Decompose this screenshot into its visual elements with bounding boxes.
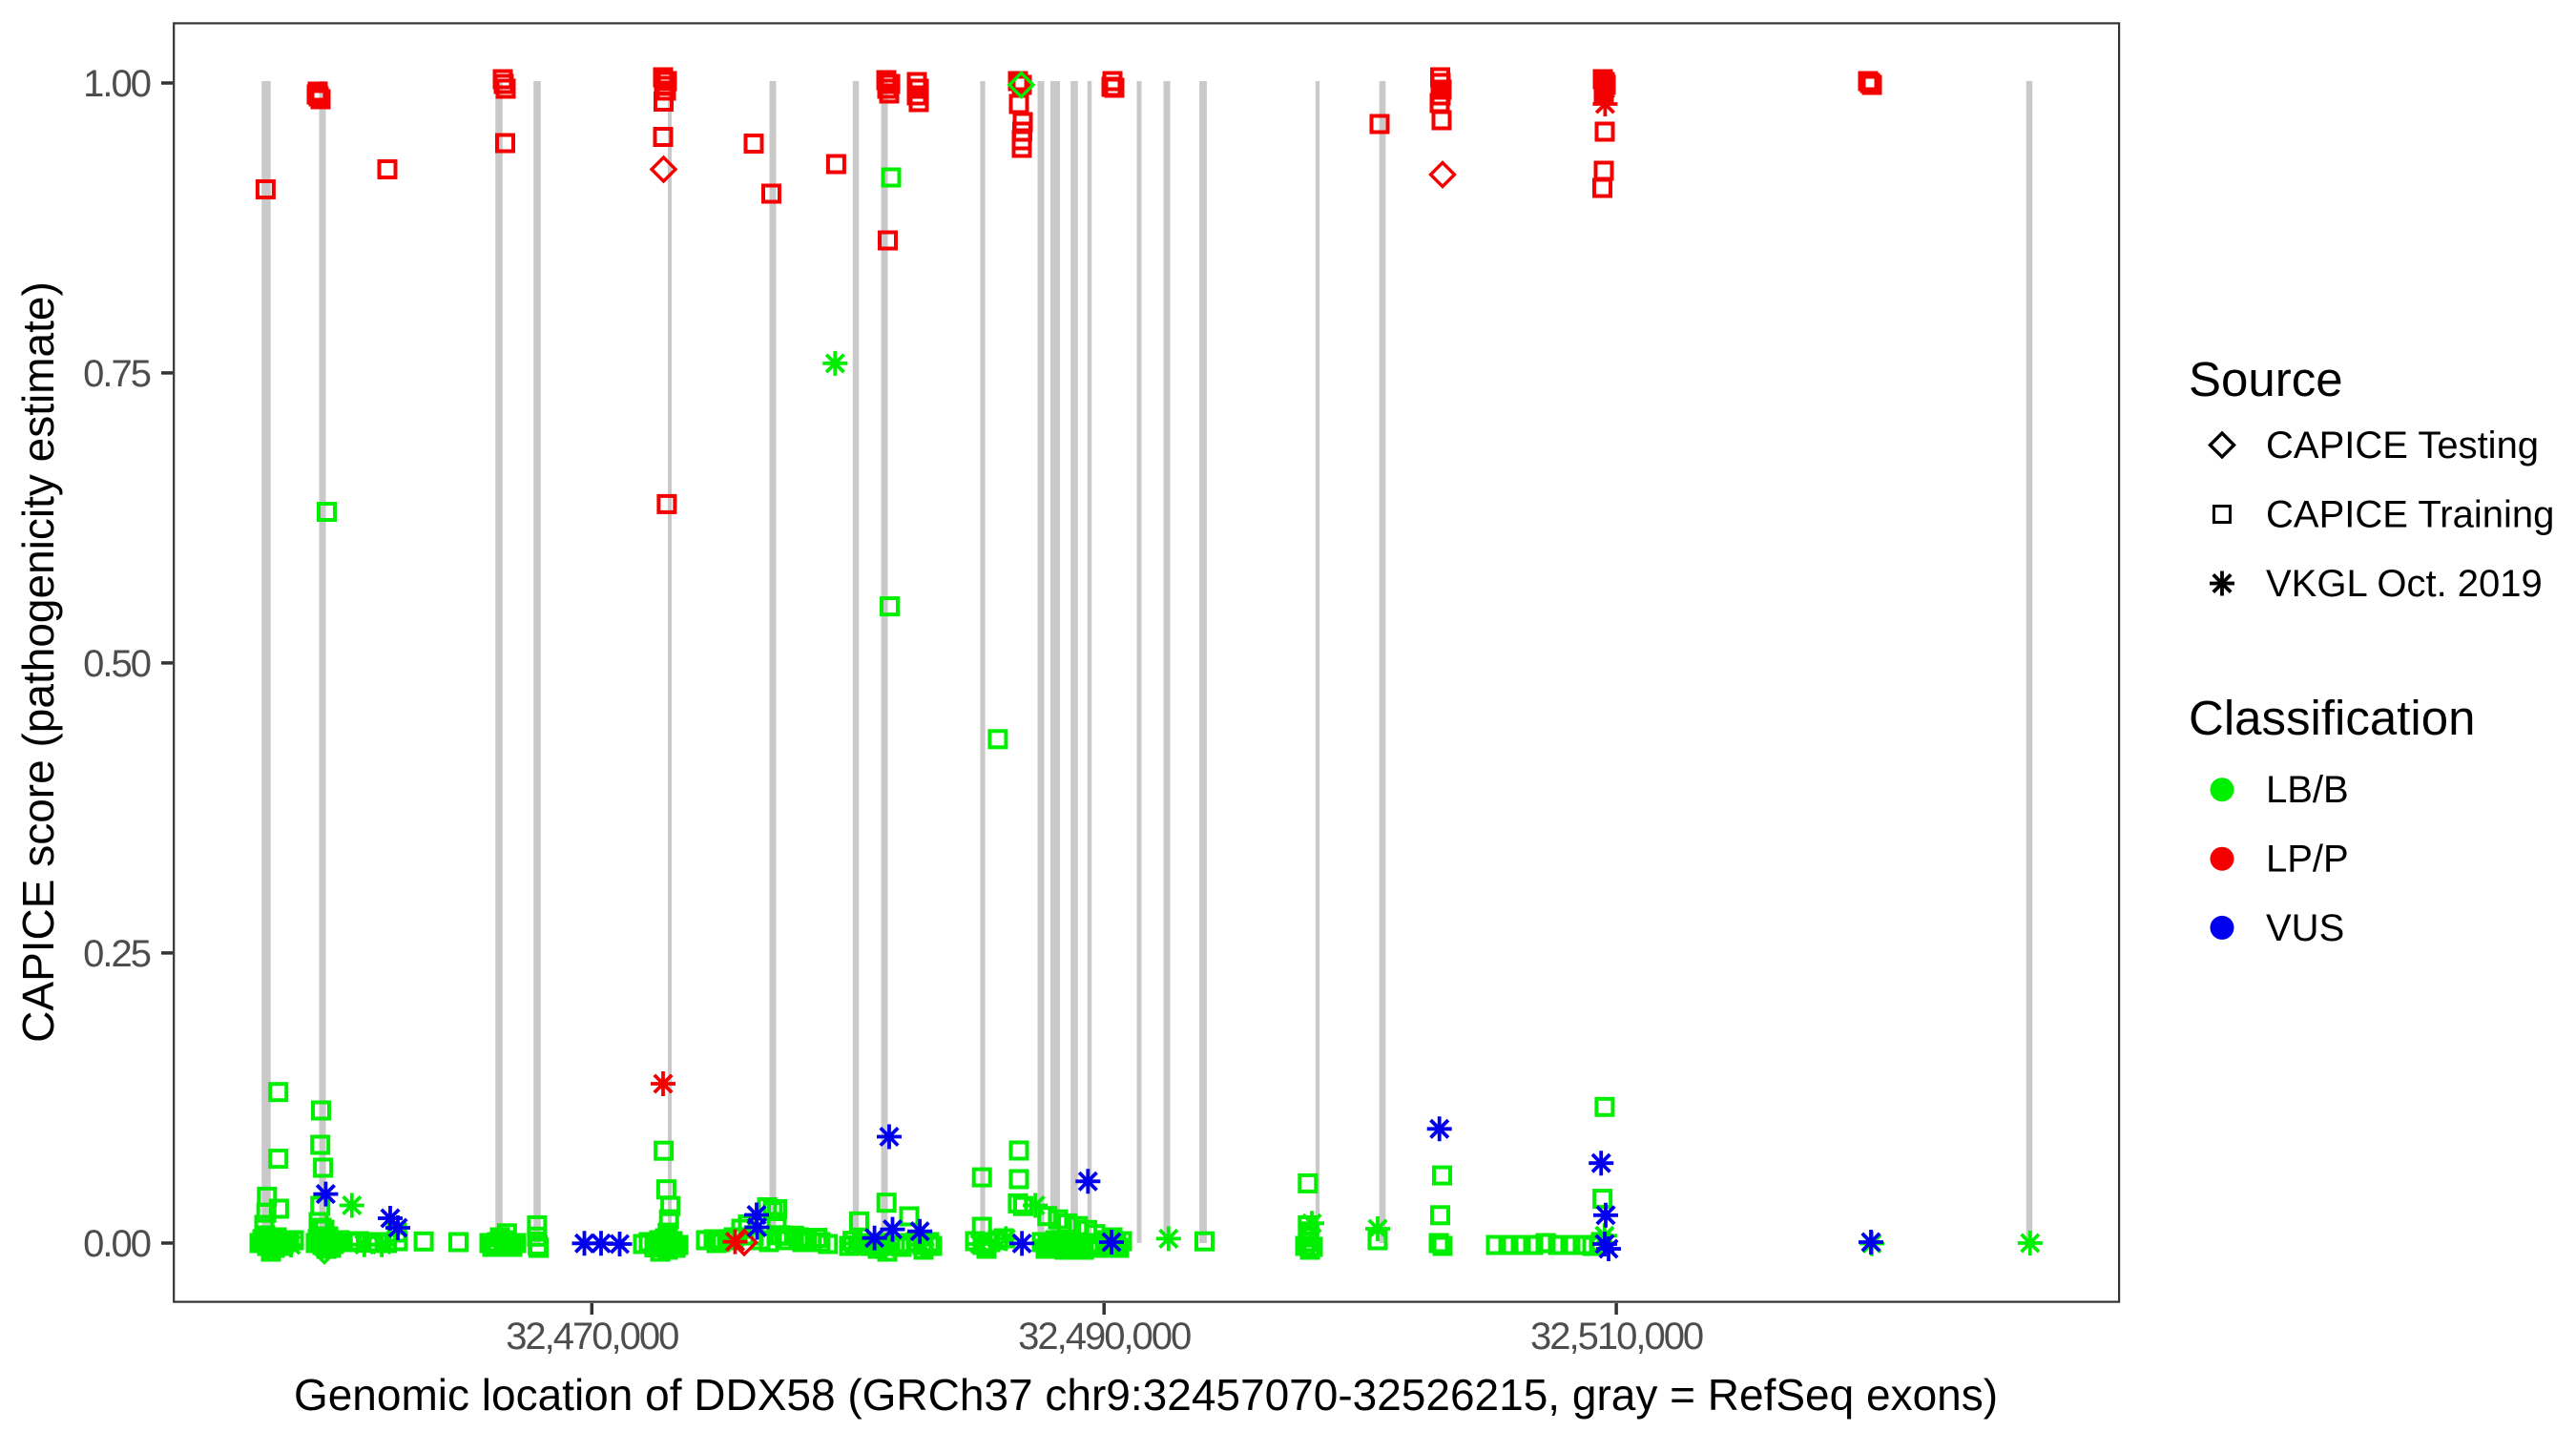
- svg-text:32,510,000: 32,510,000: [1530, 1316, 1703, 1358]
- svg-text:CAPICE Training: CAPICE Training: [2266, 494, 2554, 536]
- svg-text:0.25: 0.25: [83, 933, 151, 975]
- svg-text:VUS: VUS: [2266, 907, 2344, 949]
- svg-text:Source: Source: [2189, 352, 2343, 406]
- svg-text:CAPICE Testing: CAPICE Testing: [2266, 425, 2539, 467]
- svg-text:VKGL Oct. 2019: VKGL Oct. 2019: [2266, 563, 2543, 605]
- svg-text:CAPICE score (pathogenicity es: CAPICE score (pathogenicity estimate): [13, 281, 63, 1043]
- svg-text:0.00: 0.00: [83, 1223, 151, 1265]
- svg-text:1.00: 1.00: [83, 63, 151, 105]
- svg-text:LP/P: LP/P: [2266, 839, 2349, 881]
- svg-text:LB/B: LB/B: [2266, 769, 2349, 811]
- svg-text:0.50: 0.50: [83, 643, 151, 685]
- svg-text:0.75: 0.75: [83, 353, 151, 395]
- svg-text:32,490,000: 32,490,000: [1018, 1316, 1191, 1358]
- svg-text:Classification: Classification: [2189, 691, 2475, 745]
- svg-text:32,470,000: 32,470,000: [506, 1316, 678, 1358]
- svg-text:Genomic location of DDX58 (GRC: Genomic location of DDX58 (GRCh37 chr9:3…: [294, 1370, 1998, 1420]
